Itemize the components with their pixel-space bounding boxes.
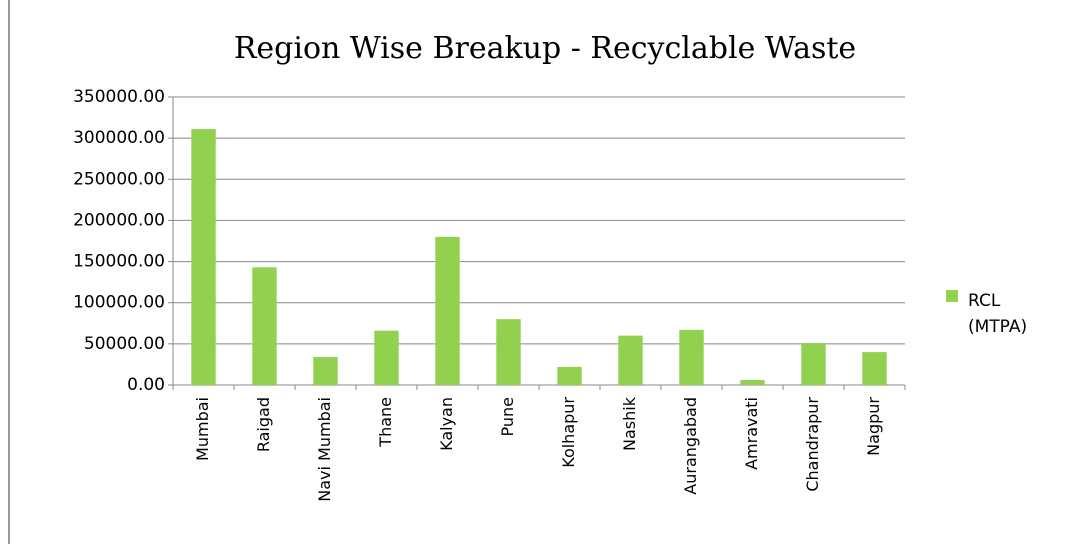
y-tick-label: 200000.00 [73,210,165,230]
x-tick-label: Nagpur [864,397,883,456]
legend-swatch [946,290,958,302]
legend-label: RCL (MTPA) [968,291,1028,337]
y-tick-label: 250000.00 [73,169,165,189]
x-tick-label: Raigad [254,397,273,452]
bar [862,352,887,385]
x-tick-label: Kolhapur [559,397,578,468]
y-tick-label: 350000.00 [73,87,165,107]
bar [618,335,643,385]
bar [801,343,826,385]
y-tick-label: 100000.00 [73,293,165,313]
y-tick-label: 150000.00 [73,252,165,272]
bar [252,267,277,385]
bar [374,330,399,385]
x-tick-label: Chandrapur [803,397,822,492]
y-tick-label: 300000.00 [73,128,165,148]
x-tick-label: Kalyan [437,397,456,451]
bar [191,129,216,385]
bar [557,366,582,385]
x-tick-label: Navi Mumbai [315,397,334,502]
x-tick-label: Nashik [620,396,639,451]
bar [679,329,704,385]
bar [740,380,765,385]
bar [435,236,460,385]
y-tick-label: 50000.00 [84,334,165,354]
bar [496,319,521,385]
x-tick-label: Amravati [742,397,761,470]
x-tick-label: Aurangabad [681,397,700,495]
x-tick-label: Pune [498,397,517,437]
bar [313,357,338,385]
chart-title: Region Wise Breakup - Recyclable Waste [234,31,856,66]
x-tick-label: Thane [376,397,395,448]
x-tick-label: Mumbai [193,397,212,461]
y-tick-label: 0.00 [127,375,165,395]
